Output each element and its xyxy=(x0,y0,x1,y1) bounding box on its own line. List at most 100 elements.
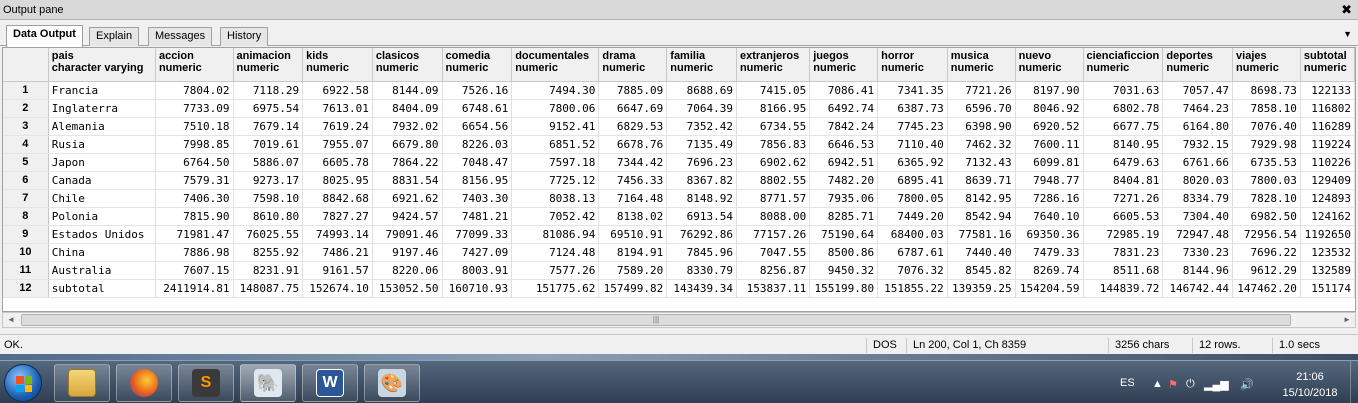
table-cell[interactable]: 8334.79 xyxy=(1162,189,1234,208)
column-header-clasicos[interactable]: clasicos numeric xyxy=(372,48,443,82)
table-cell[interactable]: 76025.55 xyxy=(233,225,304,244)
table-cell[interactable]: 7929.98 xyxy=(1232,135,1301,154)
table-cell[interactable]: 153837.11 xyxy=(736,279,811,298)
table-cell[interactable]: 8639.71 xyxy=(947,171,1016,190)
table-cell[interactable]: 6605.53 xyxy=(1083,207,1164,226)
table-cell[interactable]: 7589.20 xyxy=(598,261,668,280)
table-cell[interactable]: 72985.19 xyxy=(1083,225,1164,244)
table-cell[interactable]: 6678.76 xyxy=(598,135,668,154)
table-cell[interactable]: Canada xyxy=(48,171,156,190)
tab-data-output[interactable]: Data Output xyxy=(6,25,83,47)
table-cell[interactable]: 8194.91 xyxy=(598,243,668,262)
table-cell[interactable]: 7721.26 xyxy=(947,81,1016,100)
table-cell[interactable]: China xyxy=(48,243,156,262)
table-cell[interactable]: 8140.95 xyxy=(1083,135,1164,154)
table-cell[interactable]: 8231.91 xyxy=(233,261,304,280)
table-row[interactable]: 10 China 7886.98 8255.92 7486.21 9197.46 7427.… xyxy=(3,243,1355,262)
column-header-accion[interactable]: accion numeric xyxy=(155,48,234,82)
data-grid[interactable]: pais character varying accion numeric animac… xyxy=(2,47,1356,312)
column-header-documentales[interactable]: documentales numeric xyxy=(511,48,600,82)
table-cell[interactable]: 8285.71 xyxy=(809,207,879,226)
table-cell[interactable]: 8003.91 xyxy=(442,261,513,280)
column-header-drama[interactable]: drama numeric xyxy=(598,48,668,82)
column-header-cienciaficcion[interactable]: cienciaficcion numeric xyxy=(1083,48,1164,82)
table-cell[interactable]: 7304.40 xyxy=(1162,207,1234,226)
column-header-comedia[interactable]: comedia numeric xyxy=(442,48,513,82)
table-cell[interactable]: 148087.75 xyxy=(233,279,304,298)
tab-explain[interactable]: Explain xyxy=(89,27,140,46)
table-cell[interactable]: 7057.47 xyxy=(1162,81,1234,100)
table-cell[interactable]: 7804.02 xyxy=(155,81,234,100)
table-cell[interactable]: 155199.80 xyxy=(809,279,879,298)
table-cell[interactable]: 7031.63 xyxy=(1083,81,1164,100)
table-cell[interactable]: 77581.16 xyxy=(947,225,1016,244)
table-cell[interactable]: 116289 xyxy=(1300,117,1355,136)
table-cell[interactable]: 7577.26 xyxy=(511,261,600,280)
table-cell[interactable]: 7479.33 xyxy=(1015,243,1084,262)
table-cell[interactable]: 6829.53 xyxy=(598,117,668,136)
column-header-horror[interactable]: horror numeric xyxy=(877,48,948,82)
taskbar-sublime-text[interactable]: S xyxy=(178,364,234,402)
table-cell[interactable]: 8255.92 xyxy=(233,243,304,262)
table-cell[interactable]: 9612.29 xyxy=(1232,261,1301,280)
table-cell[interactable]: 7955.07 xyxy=(302,135,373,154)
table-cell[interactable]: 7462.32 xyxy=(947,135,1016,154)
table-cell[interactable]: 71981.47 xyxy=(155,225,234,244)
row-number[interactable]: 8 xyxy=(3,207,49,226)
table-cell[interactable]: 7932.02 xyxy=(372,117,443,136)
table-cell[interactable]: 7064.39 xyxy=(666,99,737,118)
table-cell[interactable]: 7352.42 xyxy=(666,117,737,136)
table-cell[interactable]: 6492.74 xyxy=(809,99,879,118)
table-cell[interactable]: 157499.82 xyxy=(598,279,668,298)
taskbar-pgadmin[interactable]: 🐘 xyxy=(240,364,296,402)
table-cell[interactable]: 7494.30 xyxy=(511,81,600,100)
language-indicator[interactable]: ES xyxy=(1120,377,1135,389)
table-cell[interactable]: 9197.46 xyxy=(372,243,443,262)
table-cell[interactable]: 6764.50 xyxy=(155,153,234,172)
table-cell[interactable]: 9424.57 xyxy=(372,207,443,226)
scrollbar-thumb[interactable]: ||| xyxy=(21,314,1291,326)
table-cell[interactable]: 139359.25 xyxy=(947,279,1016,298)
row-number[interactable]: 4 xyxy=(3,135,49,154)
table-cell[interactable]: Inglaterra xyxy=(48,99,156,118)
column-header-viajes[interactable]: viajes numeric xyxy=(1232,48,1301,82)
table-cell[interactable]: 7271.26 xyxy=(1083,189,1164,208)
table-cell[interactable]: 8220.06 xyxy=(372,261,443,280)
table-cell[interactable]: 7076.40 xyxy=(1232,117,1301,136)
column-header-deportes[interactable]: deportes numeric xyxy=(1162,48,1234,82)
table-row[interactable]: 4 Rusia 7998.85 7019.61 7955.07 6679.80 8226.0… xyxy=(3,135,1355,154)
table-cell[interactable]: 7800.06 xyxy=(511,99,600,118)
table-cell[interactable]: 6920.52 xyxy=(1015,117,1084,136)
table-cell[interactable]: Francia xyxy=(48,81,156,100)
table-cell[interactable]: 7579.31 xyxy=(155,171,234,190)
table-cell[interactable]: 9273.17 xyxy=(233,171,304,190)
table-cell[interactable]: 7845.96 xyxy=(666,243,737,262)
table-row[interactable]: 9 Estados Unidos 71981.47 76025.55 74993.14 7… xyxy=(3,225,1355,244)
table-cell[interactable]: 7132.43 xyxy=(947,153,1016,172)
table-cell[interactable]: 8688.69 xyxy=(666,81,737,100)
table-cell[interactable]: subtotal xyxy=(48,279,156,298)
table-cell[interactable]: 2411914.81 xyxy=(155,279,234,298)
table-cell[interactable]: 132589 xyxy=(1300,261,1355,280)
power-plug-icon[interactable]: ⏻ xyxy=(1186,378,1195,390)
table-cell[interactable]: 8367.82 xyxy=(666,171,737,190)
table-cell[interactable]: 8020.03 xyxy=(1162,171,1234,190)
grid-corner-header[interactable] xyxy=(3,48,49,82)
table-row[interactable]: 11 Australia 7607.15 8231.91 9161.57 8220.06 8… xyxy=(3,261,1355,280)
table-row[interactable]: 12 subtotal 2411914.81 148087.75 152674.10 15… xyxy=(3,279,1355,298)
table-cell[interactable]: 144839.72 xyxy=(1083,279,1164,298)
tab-menu-arrow-icon[interactable]: ▼ xyxy=(1343,29,1352,39)
table-cell[interactable]: 8542.94 xyxy=(947,207,1016,226)
table-cell[interactable]: 154204.59 xyxy=(1015,279,1084,298)
table-cell[interactable]: 7932.15 xyxy=(1162,135,1234,154)
table-cell[interactable]: 8038.13 xyxy=(511,189,600,208)
table-cell[interactable]: 7286.16 xyxy=(1015,189,1084,208)
table-cell[interactable]: 7047.55 xyxy=(736,243,811,262)
table-cell[interactable]: 123532 xyxy=(1300,243,1355,262)
table-cell[interactable]: 77157.26 xyxy=(736,225,811,244)
table-cell[interactable]: 9450.32 xyxy=(809,261,879,280)
row-number[interactable]: 12 xyxy=(3,279,49,298)
table-cell[interactable]: 7831.23 xyxy=(1083,243,1164,262)
table-cell[interactable]: 72947.48 xyxy=(1162,225,1234,244)
table-cell[interactable]: 7842.24 xyxy=(809,117,879,136)
